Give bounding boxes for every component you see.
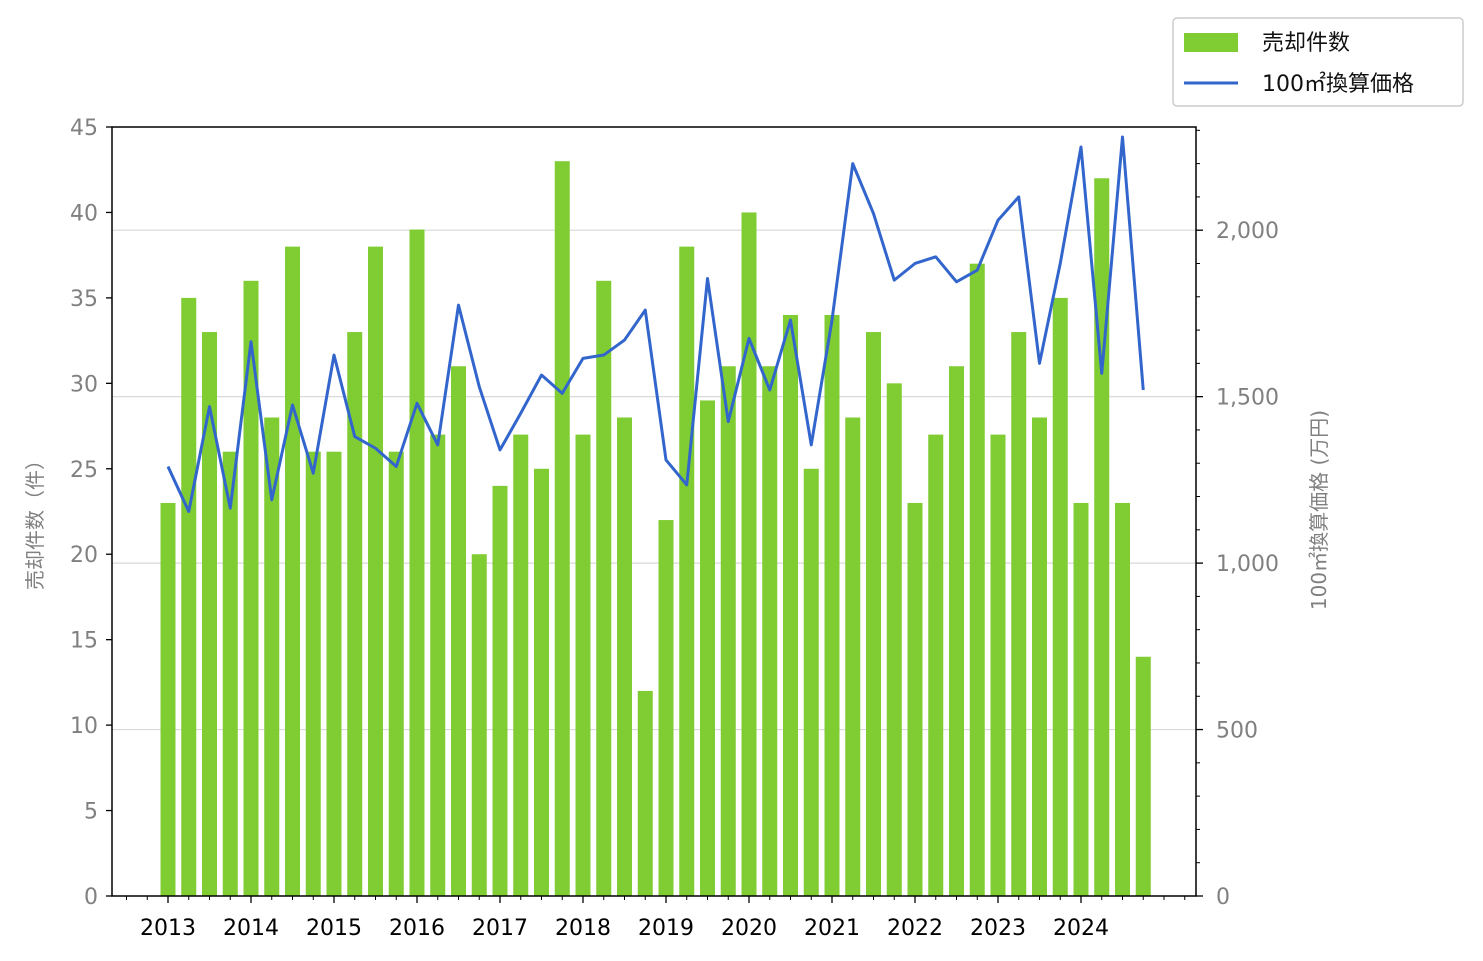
bar — [700, 400, 715, 896]
left-tick-label: 15 — [70, 629, 98, 654]
x-tick-label: 2023 — [970, 916, 1026, 941]
bar — [949, 366, 964, 896]
right-tick-label: 0 — [1216, 885, 1230, 910]
legend: 売却件数 100㎡換算価格 — [1172, 17, 1464, 107]
bar — [886, 383, 902, 896]
right-tick-label: 1,500 — [1216, 386, 1279, 411]
x-tick-label: 2017 — [472, 916, 528, 941]
x-tick-label: 2016 — [389, 916, 445, 941]
bar — [866, 332, 881, 897]
bar — [637, 690, 653, 896]
price-line — [166, 135, 1145, 513]
legend-bar-swatch — [1184, 33, 1238, 52]
legend-line-label: 100㎡換算価格 — [1262, 71, 1414, 97]
bar — [596, 280, 612, 896]
bar — [285, 246, 300, 897]
bar — [160, 502, 176, 896]
bar — [513, 434, 529, 896]
bar — [554, 161, 570, 896]
bar — [762, 366, 778, 896]
bar — [990, 434, 1006, 896]
left-tick-label: 30 — [70, 372, 98, 397]
left-tick-label: 10 — [70, 714, 98, 739]
left-tick-label: 0 — [84, 885, 98, 910]
left-tick-label: 25 — [70, 458, 98, 483]
left-tick-label: 40 — [70, 201, 98, 226]
bar — [1094, 178, 1110, 896]
bar-series — [160, 161, 1151, 897]
bar — [326, 451, 342, 896]
x-tick-label: 2018 — [555, 916, 611, 941]
left-tick-label: 45 — [70, 116, 98, 141]
bar — [928, 434, 944, 896]
bar — [845, 417, 861, 896]
x-tick-label: 2022 — [887, 916, 943, 941]
bar — [534, 468, 549, 896]
right-tick-label: 2,000 — [1216, 219, 1279, 244]
bar — [181, 297, 197, 896]
x-tick-label: 2014 — [223, 916, 279, 941]
bar — [388, 451, 404, 896]
bar — [202, 332, 217, 897]
bar — [347, 332, 363, 897]
bar — [430, 434, 446, 896]
x-tick-label: 2013 — [140, 916, 196, 941]
right-axis-title: 100㎡換算価格 (万円) — [1307, 410, 1331, 610]
bar — [368, 246, 383, 897]
plot-frame — [111, 126, 1197, 897]
x-axis: 2013 2014 2015 2016 2017 2018 2019 2020 2021 2022… — [126, 896, 1186, 941]
right-axis: 0 500 1,000 1,500 2,000 — [1196, 129, 1279, 910]
bar — [492, 485, 508, 896]
bar — [243, 280, 259, 896]
bar — [222, 451, 238, 896]
bar — [471, 554, 487, 896]
left-tick-label: 35 — [70, 287, 98, 312]
bar — [679, 246, 695, 897]
left-tick-label: 20 — [70, 543, 98, 568]
right-tick-label: 1,000 — [1216, 552, 1279, 577]
bar — [1115, 502, 1130, 896]
x-tick-label: 2020 — [721, 916, 777, 941]
legend-box — [1172, 17, 1464, 107]
x-tick-label: 2021 — [804, 916, 860, 941]
bar — [720, 366, 736, 896]
left-axis-title: 売却件数（件） — [23, 450, 47, 590]
bar — [409, 229, 425, 897]
bar — [617, 417, 632, 896]
bar — [824, 314, 840, 896]
bar — [1135, 656, 1151, 896]
bar — [1073, 502, 1089, 896]
bar — [264, 417, 280, 896]
left-tick-label: 5 — [84, 800, 98, 825]
bar — [783, 314, 798, 896]
bar — [305, 451, 321, 896]
x-tick-label: 2015 — [306, 916, 362, 941]
bar — [741, 212, 757, 896]
left-axis: 0 5 10 15 20 25 30 35 40 45 — [70, 116, 112, 910]
right-tick-label: 500 — [1216, 719, 1258, 744]
bar — [907, 502, 923, 896]
bar — [1032, 417, 1047, 896]
bar — [1011, 332, 1027, 897]
bar — [451, 366, 466, 896]
x-tick-label: 2019 — [638, 916, 694, 941]
legend-bar-label: 売却件数 — [1262, 31, 1350, 56]
line-series — [166, 135, 1145, 513]
bar — [969, 263, 985, 896]
bar — [1052, 297, 1068, 896]
bar — [575, 434, 591, 896]
bar — [658, 520, 674, 896]
x-tick-label: 2024 — [1053, 916, 1109, 941]
bar — [803, 468, 819, 896]
